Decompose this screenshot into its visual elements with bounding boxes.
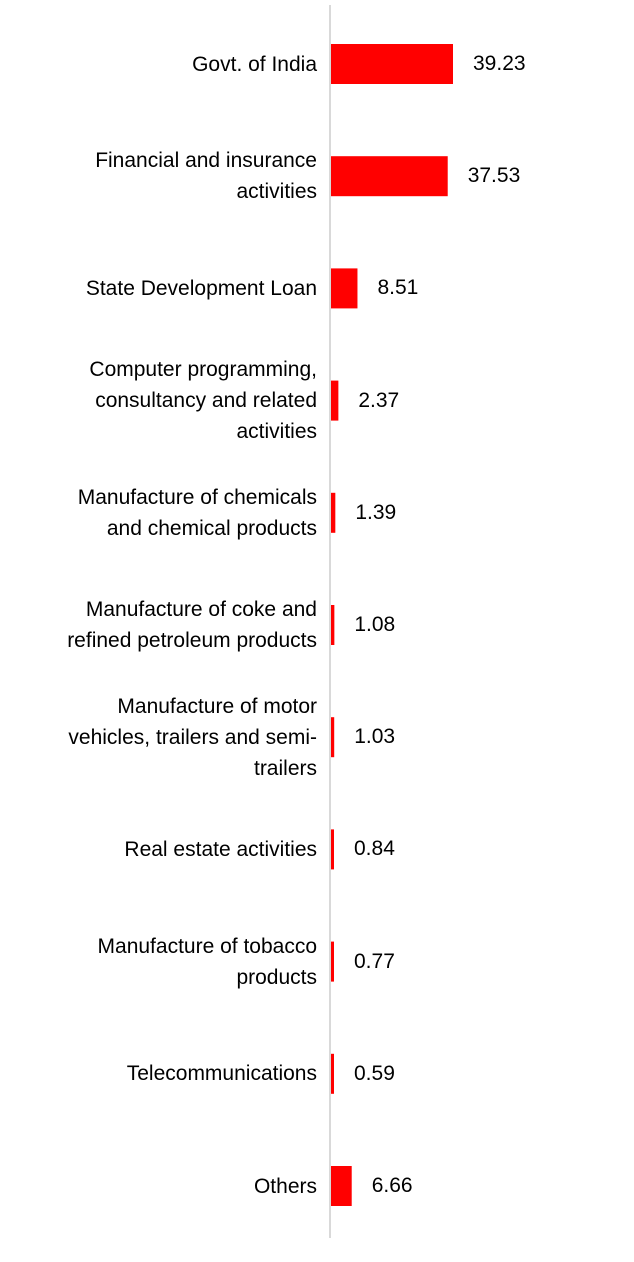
value-label: 0.84 bbox=[354, 837, 395, 861]
category-label: Govt. of India bbox=[192, 52, 317, 76]
value-label: 2.37 bbox=[358, 388, 400, 412]
bar bbox=[331, 44, 453, 84]
bar bbox=[331, 1166, 352, 1206]
bar bbox=[331, 1053, 334, 1094]
value-label: 39.23 bbox=[473, 52, 526, 75]
category-label: Real estate activities bbox=[124, 837, 317, 861]
category-label: Telecommunications bbox=[126, 1062, 317, 1086]
category-label: Manufacture of motor vehicles, trailers … bbox=[68, 694, 317, 780]
category-label: Manufacture of chemicals and chemical pr… bbox=[77, 485, 317, 540]
category-label: Manufacture of tobacco products bbox=[97, 934, 317, 989]
bar bbox=[331, 941, 334, 982]
value-label: 0.77 bbox=[354, 949, 395, 973]
category-label: Manufacture of coke and refined petroleu… bbox=[67, 598, 317, 652]
category-label: Others bbox=[253, 1174, 317, 1198]
bar bbox=[331, 156, 448, 197]
value-label: 1.03 bbox=[354, 725, 396, 749]
category-label: State Development Loan bbox=[85, 276, 317, 300]
bar bbox=[331, 717, 335, 758]
category-label: Computer programming, consultancy and re… bbox=[89, 358, 317, 444]
bar bbox=[331, 268, 358, 309]
bar bbox=[331, 492, 336, 533]
category-label: Financial and insurance activities bbox=[95, 149, 317, 204]
value-label: 0.59 bbox=[354, 1061, 395, 1085]
value-label: 1.08 bbox=[354, 613, 396, 636]
value-label: 1.39 bbox=[355, 500, 397, 524]
bar bbox=[331, 605, 335, 645]
value-label: 37.53 bbox=[467, 164, 521, 188]
value-label: 8.51 bbox=[377, 276, 419, 300]
bar bbox=[331, 829, 334, 870]
bar bbox=[331, 380, 339, 421]
value-label: 6.66 bbox=[371, 1174, 413, 1197]
